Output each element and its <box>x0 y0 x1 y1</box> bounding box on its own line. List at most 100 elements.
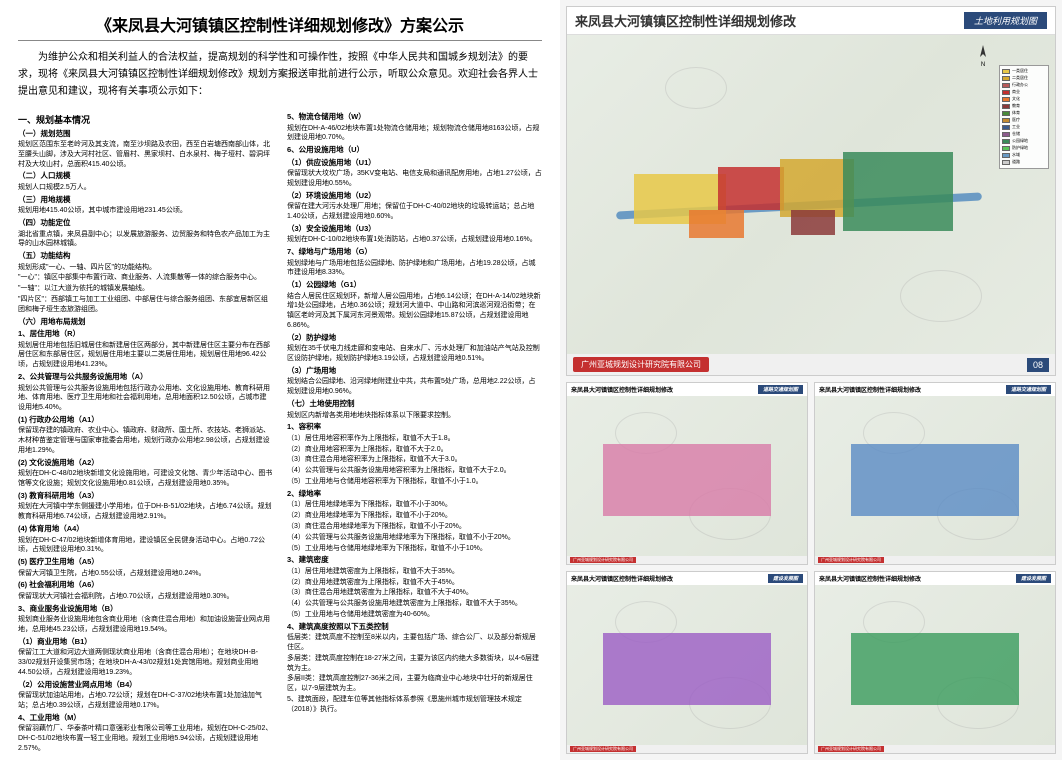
g-h: 7、绿地与广场用地（G） <box>287 247 542 258</box>
u2: 保留在建大河污水处理厂用地；保留位于DH-C-40/02地块的垃圾转运站；总占地… <box>287 202 542 222</box>
mini-header: 来凤县大河镇镇区控制性详细规划修改 道路交通规划图 <box>567 383 807 396</box>
b11-h: （1）商业用地（B1） <box>18 637 273 648</box>
g3: 规划结合公园绿地、沿河绿地附建业中共，共布置5处广场，总用地2.22公顷，占规划… <box>287 377 542 397</box>
k1e: （5）工业用地与仓储用地容积率为下限指标，取值不小于1.0。 <box>287 477 542 487</box>
legend-row: 水域 <box>1002 152 1046 158</box>
mini-footer: 广州亚城规划设计研究院有限公司 <box>567 556 807 564</box>
legend-label: 防护绿地 <box>1012 145 1028 151</box>
g2-h: （2）防护绿地 <box>287 333 542 344</box>
g3-h: （3）广场用地 <box>287 366 542 377</box>
legend-row: 行政办公 <box>1002 82 1046 88</box>
a3: 规划在大河镇中学东侧援建小学用地，位于DH-B-51/02地块，占地6.74公顷… <box>18 502 273 522</box>
b4-h: （2）公用设施营业网点用地（B4） <box>18 680 273 691</box>
s4: 湖北省重点镇，来凤县副中心；以发展旅游服务、边贸服务和特色农产品加工为主导的山水… <box>18 230 273 250</box>
k2b: （2）商业用地绿地率为下限指标，取值不小于20%。 <box>287 511 542 521</box>
mini-footer: 广州亚城规划设计研究院有限公司 <box>815 745 1055 753</box>
legend-swatch <box>1002 69 1010 74</box>
sec1-heading: 一、规划基本情况 <box>18 114 273 127</box>
legend-swatch <box>1002 83 1010 88</box>
k0: 规划区内新增各类用地地块指标体系以下限要求控制。 <box>287 411 542 421</box>
u3-h: （3）安全设施用地（U3） <box>287 224 542 235</box>
k2e: （5）工业用地与仓储用地绿地率为下限指标，取值不小于10%。 <box>287 544 542 554</box>
w-h: 5、物流仓储用地（W） <box>287 112 542 123</box>
s3-h: （三）用地规模 <box>18 195 273 206</box>
b1-h: 3、商业服务业设施用地（B） <box>18 604 273 615</box>
u1-h: （1）供应设施用地（U1） <box>287 158 542 169</box>
mini-company: 广州亚城规划设计研究院有限公司 <box>570 557 636 563</box>
mini-company: 广州亚城规划设计研究院有限公司 <box>570 746 636 752</box>
company-tag: 广州亚城规划设计研究院有限公司 <box>573 357 709 372</box>
mini-title: 来凤县大河镇镇区控制性详细规划修改 <box>819 385 921 394</box>
legend-label: 二类居住 <box>1012 75 1028 81</box>
mini-body <box>815 396 1055 556</box>
u2-h: （2）环境设施用地（U2） <box>287 191 542 202</box>
right-column: 5、物流仓储用地（W） 规划在DH-A-46/02地块布置1处物流仓储用地；规划… <box>287 110 542 755</box>
s5d: "四片区"：西部镇工与加工工业组团、中部居住与综合服务组团、东部宜居新区组团和梅… <box>18 295 273 315</box>
legend-row: 防护绿地 <box>1002 145 1046 151</box>
s4-h: （四）功能定位 <box>18 218 273 229</box>
mini-maps-grid: 来凤县大河镇镇区控制性详细规划修改 道路交通规划图 广州亚城规划设计研究院有限公… <box>566 382 1056 754</box>
legend-label: 文化 <box>1012 96 1020 102</box>
mini-body <box>815 585 1055 745</box>
land-zone <box>843 152 953 231</box>
k3c: （3）商住混合用地建筑密度为上限指标，取值不大于40%。 <box>287 588 542 598</box>
g: 规划绿地与广场用地包括公园绿地、防护绿地和广场用地，占地19.28公顷，占城市建… <box>287 259 542 279</box>
legend-swatch <box>1002 104 1010 109</box>
k2d: （4）公共管理与公共服务设施用地绿地率为下限指标，取值不小于20%。 <box>287 533 542 543</box>
r1-h: 1、居住用地（R） <box>18 329 273 340</box>
s2: 规划人口规模2.5万人。 <box>18 183 273 193</box>
s2-h: （二）人口规模 <box>18 171 273 182</box>
k1-h: 1、容积率 <box>287 422 542 433</box>
legend-label: 公园绿地 <box>1012 138 1028 144</box>
land-use-zones <box>616 131 982 275</box>
k4b: 多层类：建筑高度控制在18-27米之间，主要为该区内约绝大多数街块，以4-6层建… <box>287 654 542 674</box>
m: 保留羽藕竹厂、华泰茶叶精口意强彩业有限公司等工业用地，规划在DH-C-25/02… <box>18 724 273 753</box>
legend-swatch <box>1002 160 1010 165</box>
mini-header: 来凤县大河镇镇区控制性详细规划修改 建设发展图 <box>815 572 1055 585</box>
g2: 规划在35千伏电力线走廊和变电站、自来水厂、污水处理厂和加油站产气站及控制区设防… <box>287 344 542 364</box>
s6-h: （六）用地布局规划 <box>18 317 273 328</box>
legend-label: 一类居住 <box>1012 68 1028 74</box>
legend-row: 道路 <box>1002 159 1046 165</box>
legend-swatch <box>1002 111 1010 116</box>
a2-h: (2) 文化设施用地（A2） <box>18 458 273 469</box>
a5-h: (5) 医疗卫生用地（A5） <box>18 557 273 568</box>
mini-badge: 建设发展图 <box>768 574 803 583</box>
legend-swatch <box>1002 125 1010 130</box>
k-h: （七）土地使用控制 <box>287 399 542 410</box>
k4c: 多层II类：建筑高度控制27-36米之间，主要为临商业中心地块中壮圩的新规居住区… <box>287 674 542 694</box>
legend-swatch <box>1002 97 1010 102</box>
left-column: 一、规划基本情况 （一）规划范围 规划区范围东至老岭河及其支流，南至沙坝路及农田… <box>18 110 273 755</box>
mini-badge: 道路交通规划图 <box>1006 385 1051 394</box>
k3e: （5）工业用地与仓储用地建筑密度为40-60%。 <box>287 610 542 620</box>
legend-row: 教育 <box>1002 103 1046 109</box>
maps-panel: 来凤县大河镇镇区控制性详细规划修改 土地利用规划图 N 一类居住二类居住行政办公… <box>560 0 1062 760</box>
u-h: 6、公用设施用地（U） <box>287 145 542 156</box>
a6-h: (6) 社会福利用地（A6） <box>18 580 273 591</box>
w: 规划在DH-A-46/02地块布置1处物流仓储用地；规划物流仓储用地8163公顷… <box>287 124 542 144</box>
legend-row: 一类居住 <box>1002 68 1046 74</box>
legend-label: 水域 <box>1012 152 1020 158</box>
s1: 规划区范围东至老岭河及其支流，南至沙坝路及农田，西至白岩塘西南部山体，北至腰头山… <box>18 140 273 169</box>
a1: 保留现存建的镇政府、农业中心、镇政府、财政所、国土所、农技站、老狮派站、木材种苗… <box>18 426 273 455</box>
a3-h: (3) 教育科研用地（A3） <box>18 491 273 502</box>
k1d: （4）公共管理与公共服务设施用地容积率为上限指标，取值不大于2.0。 <box>287 466 542 476</box>
legend-swatch <box>1002 118 1010 123</box>
g1: 结合人居民住区规划环，新增人居公园用地，占地6.14公顷；在DH-A-14/02… <box>287 292 542 331</box>
mini-badge: 建设发展图 <box>1016 574 1051 583</box>
a1-h: (1) 行政办公用地（A1） <box>18 415 273 426</box>
mini-map: 来凤县大河镇镇区控制性详细规划修改 建设发展图 广州亚城规划设计研究院有限公司 <box>814 571 1056 754</box>
a4-h: (4) 体育用地（A4） <box>18 524 273 535</box>
k2c: （3）商住混合用地绿地率为下限指标，取值不小于20%。 <box>287 522 542 532</box>
page-number: 08 <box>1027 358 1049 372</box>
legend-row: 二类居住 <box>1002 75 1046 81</box>
k2-h: 2、绿地率 <box>287 489 542 500</box>
m-h: 4、工业用地（M） <box>18 713 273 724</box>
b11: 保留江工大道和河边大道两侧现状商业用地（含商住混合用地）；在地块DH-B-33/… <box>18 648 273 677</box>
s1-h: （一）规划范围 <box>18 129 273 140</box>
legend-row: 体育 <box>1002 110 1046 116</box>
legend-label: 医疗 <box>1012 117 1020 123</box>
k1c: （3）商住混合用地容积率为上限指标，取值不大于3.0。 <box>287 455 542 465</box>
g1-h: （1）公园绿地（G1） <box>287 280 542 291</box>
mini-footer: 广州亚城规划设计研究院有限公司 <box>815 556 1055 564</box>
